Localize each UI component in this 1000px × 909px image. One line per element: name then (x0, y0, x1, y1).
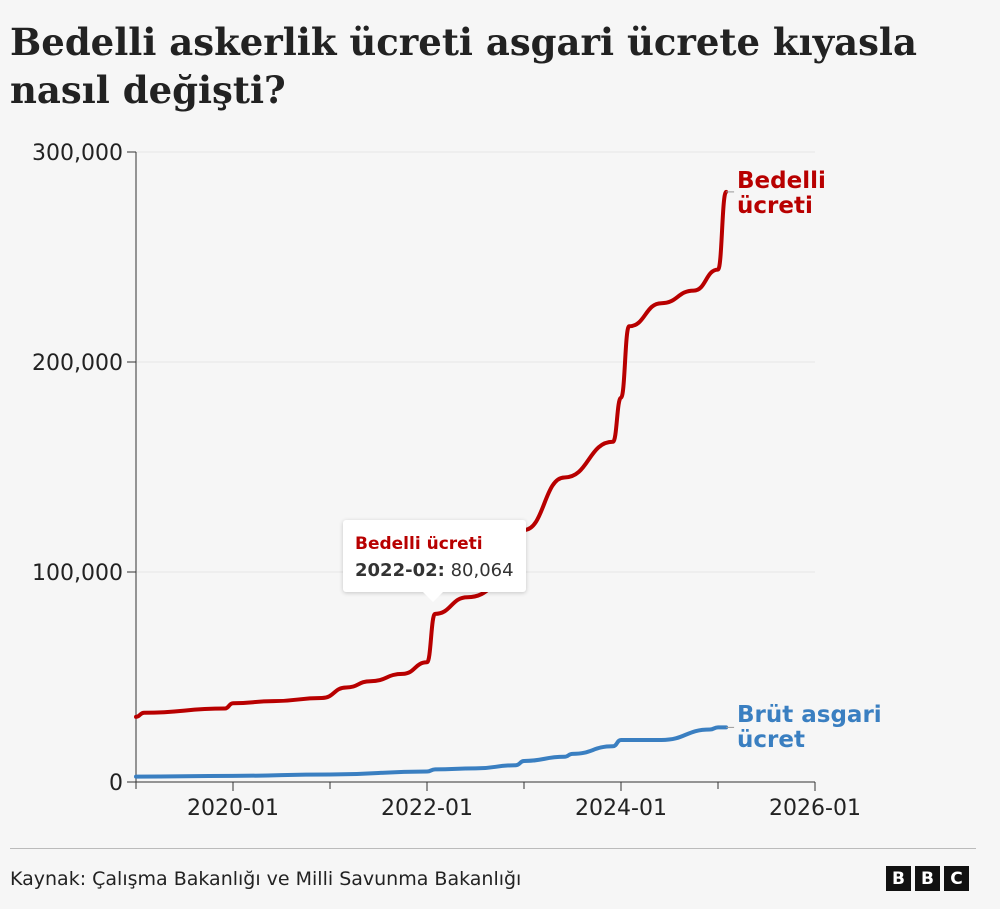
x-tick-label: 2024-01 (575, 796, 667, 821)
y-tick-label: 200,000 (32, 351, 123, 376)
series-label: ücreti (737, 193, 813, 219)
tooltip-date: 2022-02: (355, 560, 445, 581)
series-line-asgari (134, 725, 729, 779)
y-tick-label: 0 (109, 771, 123, 796)
x-tick-label: 2026-01 (769, 796, 861, 821)
tooltip-value: 80,064 (450, 560, 514, 581)
x-tick-label: 2022-01 (381, 796, 473, 821)
chart-title: Bedelli askerlik ücreti asgari ücrete kı… (10, 20, 917, 112)
tooltip: Bedelli ücreti 2022-02: 80,064 (343, 520, 526, 602)
x-tick-label: 2020-01 (187, 796, 279, 821)
series-line-bedelli (134, 189, 729, 719)
tooltip-series: Bedelli ücreti (355, 534, 483, 554)
series-label: Bedelli (737, 168, 826, 194)
tooltip-value-line: 2022-02: 80,064 (355, 560, 514, 581)
series-label: ücret (737, 727, 805, 753)
source-note: Kaynak: Çalışma Bakanlığı ve Milli Savun… (10, 868, 522, 890)
footer-divider (10, 848, 976, 849)
y-tick-label: 300,000 (32, 141, 123, 166)
y-tick-label: 100,000 (32, 561, 123, 586)
series-label: Brüt asgari (737, 702, 882, 728)
